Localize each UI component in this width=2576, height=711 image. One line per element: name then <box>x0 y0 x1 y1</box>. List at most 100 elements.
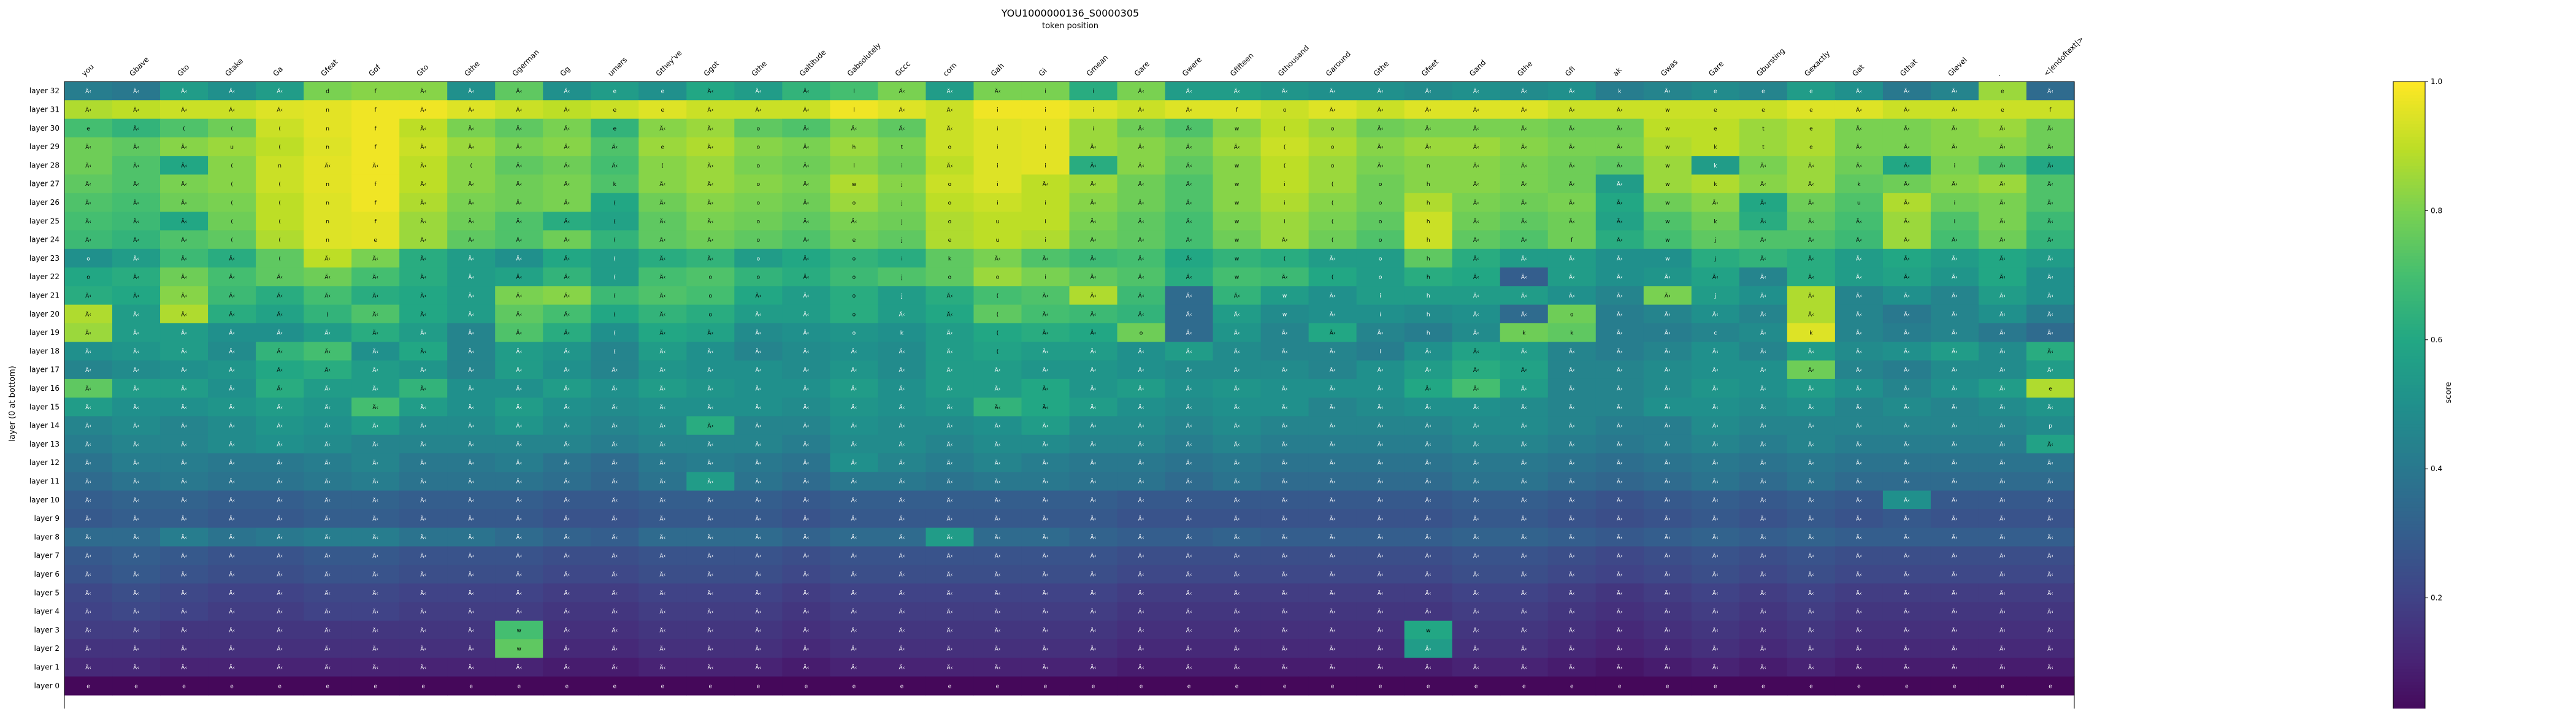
heatmap-cell <box>1739 342 1788 361</box>
heatmap-cell <box>495 620 543 640</box>
heatmap-cell <box>1834 620 1884 640</box>
heatmap-cell <box>686 453 735 472</box>
heatmap-cell-label: ( <box>614 349 616 355</box>
heatmap-cell <box>1021 564 1070 584</box>
heatmap-cell-label: e <box>2049 386 2052 393</box>
heatmap-cell-label: Ä‹ <box>85 199 91 206</box>
x-tick-label: Gof <box>367 63 382 78</box>
heatmap-cell-label: ( <box>231 182 233 188</box>
heatmap-cell-label: Ä‹ <box>1808 311 1814 318</box>
heatmap-cell <box>591 379 639 398</box>
heatmap-cell <box>1930 434 1979 454</box>
colorbar-swatch <box>2393 91 2425 95</box>
heatmap-cell-label: Ä‹ <box>277 348 283 355</box>
heatmap-cell <box>973 528 1022 547</box>
heatmap-cell-label: Ä‹ <box>1665 404 1671 411</box>
heatmap-cell-label: Ä‹ <box>516 163 522 169</box>
heatmap-cell-label: Ä‹ <box>1186 181 1192 188</box>
heatmap-cell-label: Ä‹ <box>229 255 235 262</box>
heatmap-cell <box>543 639 591 658</box>
heatmap-cell-label: Ä‹ <box>611 404 618 411</box>
heatmap-cell <box>1787 528 1836 547</box>
heatmap-cell <box>1165 137 1214 156</box>
heatmap-cell-label: Ä‹ <box>1569 534 1575 541</box>
heatmap-cell <box>399 676 448 696</box>
heatmap-cell-label: Ä‹ <box>1617 646 1623 653</box>
heatmap-cell <box>686 156 735 175</box>
heatmap-cell <box>1117 174 1166 194</box>
heatmap-cell-label: Ä‹ <box>1904 497 1910 504</box>
heatmap-cell-label: Ä‹ <box>516 311 522 318</box>
heatmap-cell-label: Ä‹ <box>1473 404 1479 411</box>
heatmap-cell <box>1691 434 1740 454</box>
heatmap-cell <box>447 676 496 696</box>
heatmap-cell <box>1165 564 1214 584</box>
heatmap-cell <box>1787 490 1836 510</box>
heatmap-cell-label: Ä‹ <box>995 404 1001 411</box>
heatmap-cell-label: Ä‹ <box>564 274 570 281</box>
heatmap-cell <box>1404 100 1453 120</box>
heatmap-cell-label: Ä‹ <box>1043 330 1049 337</box>
heatmap-cell <box>1739 564 1788 584</box>
heatmap-cell-label: i <box>1954 200 1956 206</box>
heatmap-cell <box>1643 137 1692 156</box>
heatmap-cell-label: Ä‹ <box>1186 274 1192 281</box>
heatmap-cell-label: Ä‹ <box>659 274 665 281</box>
heatmap-cell-label: Ä‹ <box>372 664 378 671</box>
heatmap-cell <box>1882 304 1931 324</box>
heatmap-cell-label: o <box>1331 163 1335 169</box>
heatmap-cell <box>1739 379 1788 398</box>
heatmap-cell <box>1404 620 1453 640</box>
heatmap-cell-label: Ä‹ <box>420 478 426 485</box>
heatmap-cell <box>830 583 878 603</box>
heatmap-cell <box>256 342 304 361</box>
heatmap-cell <box>447 100 496 120</box>
heatmap-cell-label: Ä‹ <box>1617 460 1623 467</box>
heatmap-cell-label: Ä‹ <box>1282 646 1288 653</box>
heatmap-cell-label: Ä‹ <box>755 516 761 523</box>
colorbar-swatch <box>2393 107 2425 111</box>
heatmap-cell <box>543 212 591 231</box>
heatmap-cell-label: e <box>853 683 856 690</box>
colorbar-swatch <box>2393 129 2425 134</box>
heatmap-cell <box>543 286 591 306</box>
x-tick-label: Glevel <box>1946 55 1969 78</box>
heatmap-cell-label: Ä‹ <box>1378 423 1384 429</box>
heatmap-cell-label: Ä‹ <box>1330 311 1336 318</box>
heatmap-cell-label: Ä‹ <box>707 478 713 485</box>
heatmap-cell-label: o <box>996 275 1000 281</box>
heatmap-cell-label: Ä‹ <box>1856 423 1862 429</box>
heatmap-cell <box>351 360 400 380</box>
heatmap-cell-label: Ä‹ <box>1999 627 2006 634</box>
colorbar-tick-label: 0.2 <box>2431 594 2442 602</box>
heatmap-cell <box>112 267 161 286</box>
heatmap-cell-label: Ä‹ <box>1999 534 2006 541</box>
heatmap-cell <box>1021 100 1070 120</box>
heatmap-cell-label: Ä‹ <box>995 609 1001 615</box>
y-tick-label: layer 15 <box>29 402 59 411</box>
heatmap-cell <box>782 472 830 491</box>
heatmap-cell-label: Ä‹ <box>1999 386 2006 393</box>
heatmap-cell-label: Ä‹ <box>372 255 378 262</box>
heatmap-cell <box>1069 212 1118 231</box>
heatmap-cell-label: Ä‹ <box>2047 88 2053 95</box>
heatmap-cell-label: Ä‹ <box>1808 516 1814 523</box>
heatmap-cell-label: Ä‹ <box>277 478 283 485</box>
colorbar-swatch <box>2393 372 2425 376</box>
heatmap-cell-label: Ä‹ <box>1617 572 1623 578</box>
heatmap-cell <box>878 546 927 566</box>
heatmap-cell-label: Ä‹ <box>707 181 713 188</box>
heatmap-cell <box>1117 342 1166 361</box>
heatmap-cell <box>782 379 830 398</box>
heatmap-cell <box>878 639 927 658</box>
heatmap-cell <box>543 174 591 194</box>
heatmap-cell <box>926 398 975 417</box>
heatmap-cell-label: Ä‹ <box>659 255 665 262</box>
heatmap-cell <box>1165 304 1214 324</box>
y-tick-label: layer 29 <box>29 142 59 151</box>
heatmap-cell-label: Ä‹ <box>1952 274 1958 281</box>
colorbar-swatch <box>2393 269 2425 272</box>
heatmap-cell-label: Ä‹ <box>420 125 426 132</box>
heatmap-cell <box>447 509 496 528</box>
heatmap-cell <box>1930 564 1979 584</box>
